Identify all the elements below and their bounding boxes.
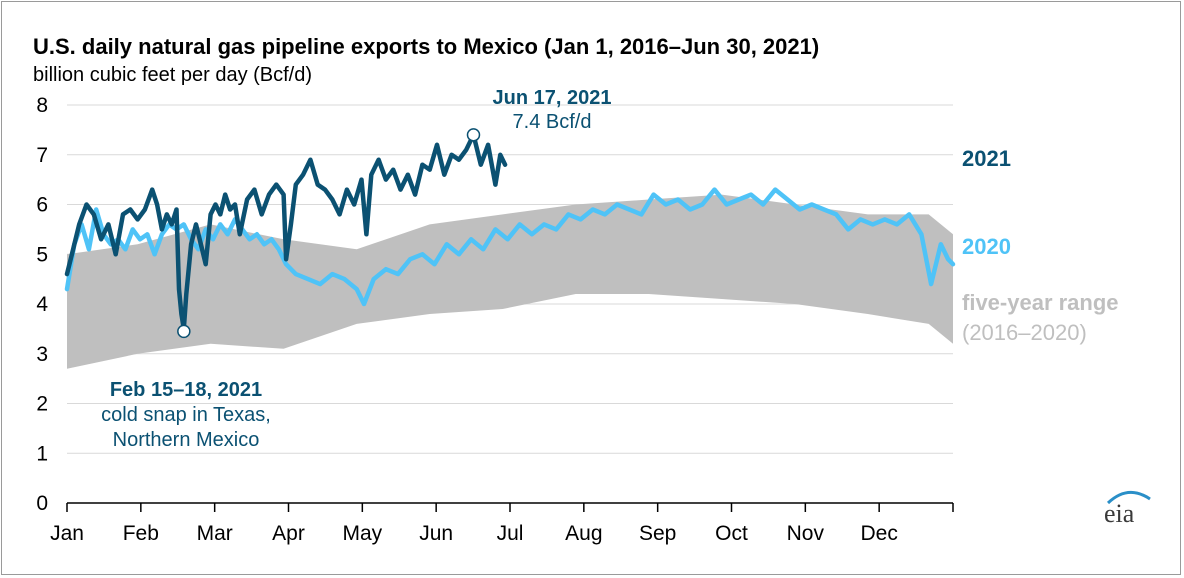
series-lines (64, 132, 956, 332)
y-tick-labels: 0 1 2 3 4 5 6 7 8 (36, 94, 48, 515)
legend-five-year-range: five-year range (962, 290, 1119, 315)
y-tick-label: 0 (36, 492, 48, 515)
annotation-marker-feb (177, 324, 191, 339)
eia-logo: eia (1104, 491, 1151, 528)
legend-2021: 2021 (962, 146, 1011, 171)
annotation-marker-jun (466, 128, 481, 142)
y-tick-label: 7 (36, 144, 48, 167)
x-tick-label: Mar (197, 522, 233, 545)
x-tick-label: Aug (565, 522, 602, 545)
series-line-2020 (64, 187, 956, 307)
chart-title: U.S. daily natural gas pipeline exports … (33, 34, 819, 59)
y-tick-label: 2 (36, 393, 48, 416)
x-tick-label: Jul (497, 522, 524, 545)
x-tick-label: Dec (860, 522, 897, 545)
series-line-2021 (64, 132, 508, 332)
y-tick-label: 8 (36, 94, 48, 117)
eia-logo-arc (1106, 491, 1151, 505)
y-tick-label: 1 (36, 442, 48, 465)
y-axis-label: billion cubic feet per day (Bcf/d) (33, 64, 312, 86)
annotation-feb-text-2: Northern Mexico (113, 429, 260, 451)
x-tick-label: Jan (50, 522, 84, 545)
annotation-feb-text: cold snap in Texas, (101, 404, 271, 426)
x-tick-label: Jun (419, 522, 453, 545)
x-tick-label: Nov (787, 522, 825, 545)
y-tick-label: 4 (36, 293, 48, 316)
legend-2020: 2020 (962, 234, 1011, 259)
x-tick-label: May (342, 522, 382, 545)
annotation-jun-date: Jun 17, 2021 (493, 87, 612, 109)
x-tick-label: Apr (272, 522, 305, 545)
eia-logo-text: eia (1104, 499, 1135, 528)
annotation-feb-date: Feb 15–18, 2021 (110, 379, 262, 401)
y-tick-label: 3 (36, 343, 48, 366)
x-tick-label: Feb (123, 522, 159, 545)
x-tick-label: Oct (715, 522, 748, 545)
y-tick-label: 6 (36, 194, 48, 217)
legend-five-year-period: (2016–2020) (962, 320, 1087, 345)
x-axis: Jan Feb Mar Apr May Jun Jul Aug Sep Oct Nov Dec (50, 502, 954, 545)
annotation-jun-text: 7.4 Bcf/d (513, 111, 592, 133)
y-tick-label: 5 (36, 243, 48, 266)
five-year-range-band (67, 194, 953, 369)
x-tick-label: Sep (639, 522, 676, 545)
five-year-range-area (67, 194, 953, 369)
